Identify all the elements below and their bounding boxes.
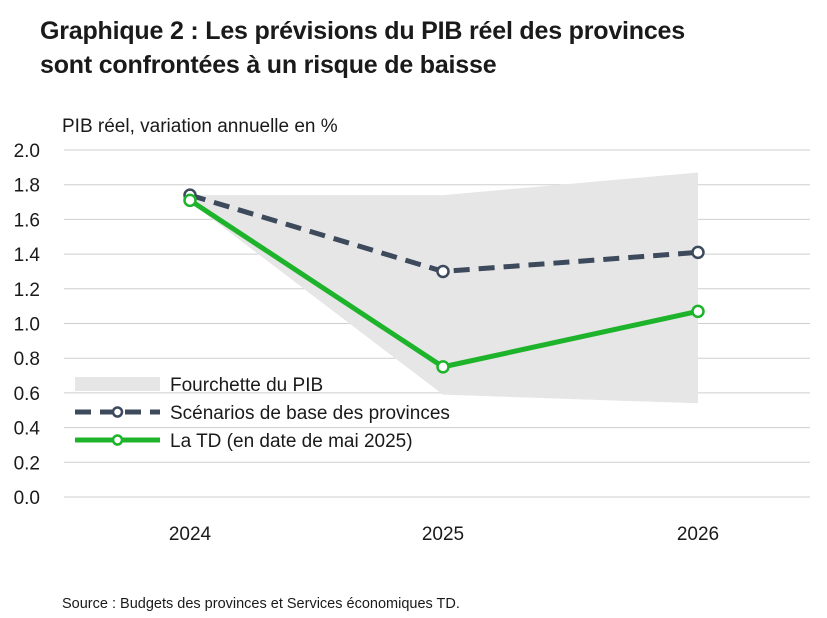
- legend-label-series-2: La TD (en date de mai 2025): [170, 431, 413, 452]
- series-2-point: [691, 304, 705, 319]
- y-tick-label: 1.2: [14, 280, 40, 301]
- legend-marker-series-2: [111, 434, 124, 446]
- legend-marker-series-1: [111, 406, 124, 418]
- y-tick-label: 1.6: [14, 210, 40, 231]
- y-axis-label: PIB réel, variation annuelle en %: [62, 116, 338, 137]
- source-note: Source : Budgets des provinces et Servic…: [62, 596, 460, 612]
- y-tick-label: 1.4: [14, 245, 41, 266]
- legend-swatch-range: [75, 377, 160, 391]
- y-tick-label: 0.8: [14, 349, 40, 370]
- chart-title-line-1: Graphique 2 : Les prévisions du PIB réel…: [40, 17, 685, 45]
- y-tick-label: 0.0: [14, 488, 40, 509]
- legend-label-range: Fourchette du PIB: [170, 375, 323, 396]
- y-tick-label: 0.4: [14, 419, 41, 440]
- y-tick-label: 0.2: [14, 453, 40, 474]
- y-tick-label: 1.0: [14, 315, 40, 336]
- x-tick-label: 2026: [677, 524, 719, 545]
- legend: Fourchette du PIB Scénarios de base des p…: [75, 375, 450, 452]
- legend-label-series-1: Scénarios de base des provinces: [170, 403, 450, 424]
- y-tick-label: 1.8: [14, 176, 40, 197]
- y-tick-label: 0.6: [14, 384, 40, 405]
- series-2-point: [183, 193, 197, 208]
- x-tick-label: 2025: [422, 524, 464, 545]
- series-1-point: [691, 245, 705, 260]
- line-chart: 0.0 0.2 0.4 0.6 0.8 1.0 1.2 1.4 1.6 1.8 2.0 2024 202…: [14, 141, 810, 545]
- range-band: [190, 172, 698, 404]
- chart-title: Graphique 2 : Les prévisions du PIB réel…: [40, 14, 820, 82]
- chart-title-line-2: sont confrontées à un risque de baisse: [40, 51, 497, 79]
- x-tick-label: 2024: [169, 524, 212, 545]
- series-1-point: [436, 264, 450, 279]
- series-2-point: [436, 360, 450, 374]
- y-tick-label: 2.0: [14, 141, 40, 162]
